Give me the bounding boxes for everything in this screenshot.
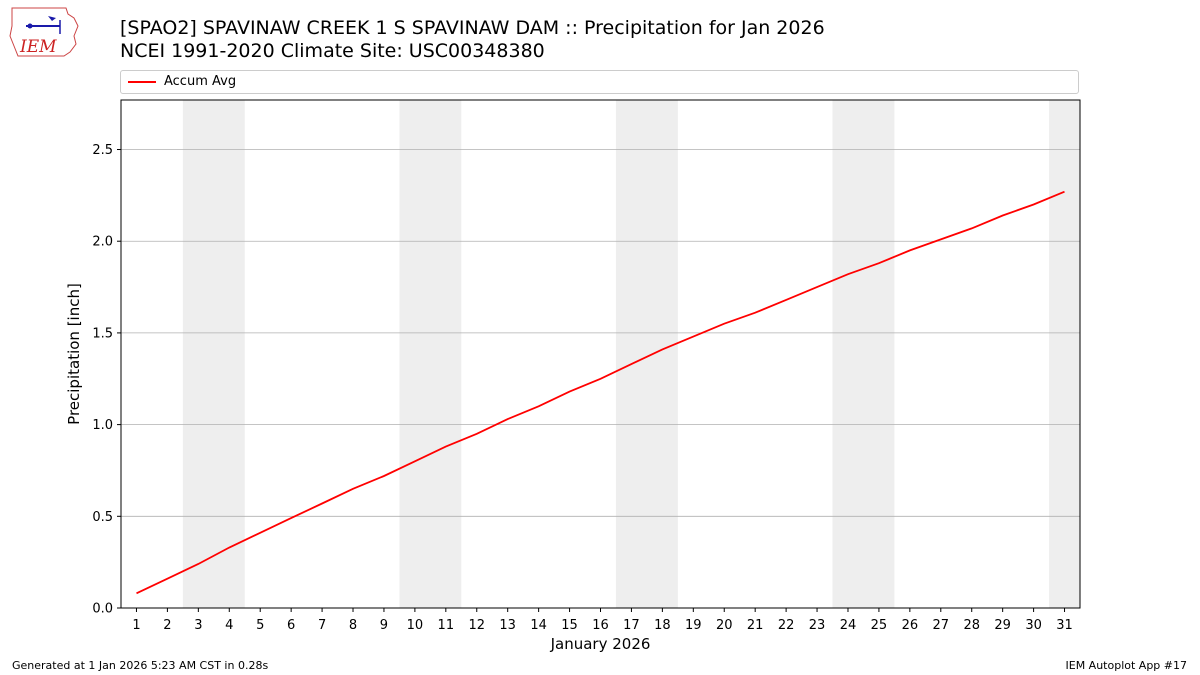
weekend-band (832, 100, 895, 608)
legend-label: Accum Avg (164, 74, 237, 89)
footer-app: IEM Autoplot App #17 (1065, 659, 1188, 672)
y-tick-label: 1.5 (92, 326, 113, 341)
x-tick-label: 22 (778, 618, 795, 633)
x-axis-label: January 2026 (550, 635, 651, 653)
legend-swatch (128, 81, 156, 83)
x-tick-label: 17 (623, 618, 640, 633)
iem-logo-icon: IEM (8, 6, 80, 58)
x-tick-label: 26 (902, 618, 919, 633)
x-tick-label: 7 (318, 618, 326, 633)
x-tick-label: 21 (747, 618, 764, 633)
x-tick-label: 24 (840, 618, 857, 633)
x-tick-label: 15 (561, 618, 578, 633)
x-tick-label: 28 (963, 618, 980, 633)
x-tick-label: 5 (256, 618, 264, 633)
x-tick-label: 29 (994, 618, 1011, 633)
x-tick-label: 2 (163, 618, 171, 633)
x-tick-label: 6 (287, 618, 295, 633)
legend: Accum Avg (120, 70, 1079, 94)
y-tick-label: 0.5 (92, 510, 113, 525)
x-tick-label: 25 (871, 618, 888, 633)
chart-title: [SPAO2] SPAVINAW CREEK 1 S SPAVINAW DAM … (120, 17, 825, 39)
y-tick-label: 1.0 (92, 418, 113, 433)
x-tick-label: 18 (654, 618, 671, 633)
y-tick-label: 0.0 (92, 602, 113, 617)
x-tick-label: 8 (349, 618, 357, 633)
x-tick-label: 19 (685, 618, 702, 633)
x-tick-label: 1 (132, 618, 140, 633)
y-axis-label: Precipitation [inch] (65, 283, 83, 425)
x-tick-label: 31 (1056, 618, 1073, 633)
x-tick-label: 27 (933, 618, 950, 633)
y-tick-label: 2.5 (92, 143, 113, 158)
x-tick-label: 20 (716, 618, 733, 633)
x-tick-label: 23 (809, 618, 826, 633)
x-tick-label: 4 (225, 618, 233, 633)
weekend-band (1049, 100, 1080, 608)
logo-text: IEM (19, 37, 57, 57)
x-tick-label: 11 (438, 618, 455, 633)
x-tick-label: 10 (407, 618, 424, 633)
x-tick-label: 14 (530, 618, 547, 633)
footer-generated: Generated at 1 Jan 2026 5:23 AM CST in 0… (12, 659, 269, 672)
accum-avg-line (136, 190, 1065, 595)
weekend-band (615, 100, 678, 608)
plot-frame (120, 99, 1081, 609)
x-tick-label: 3 (194, 618, 202, 633)
weekend-band (182, 100, 245, 608)
y-tick-label: 2.0 (92, 235, 113, 250)
weekend-band (399, 100, 462, 608)
x-tick-label: 12 (468, 618, 485, 633)
x-tick-label: 9 (380, 618, 388, 633)
x-tick-label: 30 (1025, 618, 1042, 633)
x-tick-label: 16 (592, 618, 609, 633)
x-tick-label: 13 (499, 618, 516, 633)
chart-subtitle: NCEI 1991-2020 Climate Site: USC00348380 (120, 40, 545, 62)
